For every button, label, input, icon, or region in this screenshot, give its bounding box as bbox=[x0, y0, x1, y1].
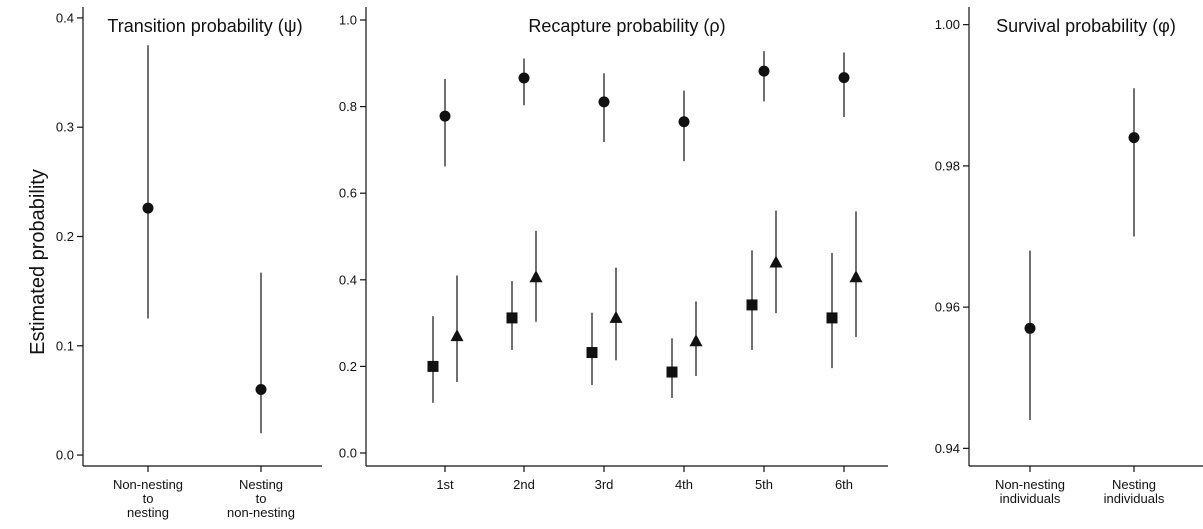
point-circle bbox=[678, 116, 690, 128]
y-tick-label: 0.2 bbox=[339, 359, 357, 374]
point-circle bbox=[255, 384, 267, 395]
y-tick-label: 0.3 bbox=[56, 120, 74, 135]
point-triangle bbox=[689, 334, 703, 347]
point-triangle bbox=[609, 310, 623, 323]
x-tick-label: Non-nesting bbox=[113, 477, 183, 492]
point-triangle bbox=[769, 255, 783, 268]
x-tick-label: Non-nesting bbox=[995, 477, 1065, 492]
y-tick-label: 0.4 bbox=[339, 272, 357, 287]
x-tick-label: Nesting bbox=[1112, 477, 1156, 492]
panel-transition: Transition probability (ψ) 0.0 0.1 0.2 0.3 0… bbox=[56, 7, 322, 520]
point-square bbox=[427, 360, 439, 372]
point-square bbox=[666, 366, 678, 378]
point-circle bbox=[439, 110, 451, 122]
x-tick-label: 6th bbox=[835, 477, 853, 492]
y-tick-label: 0.1 bbox=[56, 338, 74, 353]
x-tick-label: 5th bbox=[755, 477, 773, 492]
y-tick-label: 0.98 bbox=[935, 158, 960, 173]
panel-survival: Survival probability (φ) 0.94 0.96 0.98 1.0… bbox=[935, 7, 1203, 506]
y-tick-label: 0.0 bbox=[56, 448, 74, 463]
point-circle bbox=[598, 96, 610, 108]
panel-title-recapture: Recapture probability (ρ) bbox=[528, 16, 725, 36]
point-triangle bbox=[450, 329, 464, 342]
point-square bbox=[586, 347, 598, 359]
point-circle bbox=[518, 72, 530, 84]
y-tick-label: 0.6 bbox=[339, 186, 357, 201]
panel-title-transition: Transition probability (ψ) bbox=[107, 16, 302, 36]
y-tick-label: 0.4 bbox=[56, 10, 74, 25]
panel-recapture: Recapture probability (ρ) 0.0 0.2 0.4 0.6 0.… bbox=[339, 7, 888, 492]
x-tick-label: 2nd bbox=[513, 477, 535, 492]
x-tick-label: nesting bbox=[127, 505, 169, 520]
point-circle bbox=[1024, 322, 1036, 334]
x-tick-label: individuals bbox=[1104, 491, 1165, 506]
point-circle bbox=[758, 65, 770, 77]
y-tick-label: 1.00 bbox=[935, 17, 960, 32]
x-tick-label: 3rd bbox=[595, 477, 614, 492]
point-square bbox=[506, 312, 518, 324]
x-tick-label: 1st bbox=[436, 477, 454, 492]
y-tick-label: 0.96 bbox=[935, 300, 960, 315]
x-tick-label: 4th bbox=[675, 477, 693, 492]
point-circle bbox=[142, 202, 154, 214]
y-tick-label: 0.8 bbox=[339, 99, 357, 114]
x-tick-label: individuals bbox=[1000, 491, 1061, 506]
y-axis-label: Estimated probability bbox=[27, 169, 49, 355]
x-tick-label: to bbox=[143, 491, 154, 506]
y-tick-label: 0.0 bbox=[339, 446, 357, 461]
y-tick-label: 1.0 bbox=[339, 12, 357, 27]
panel-title-survival: Survival probability (φ) bbox=[996, 16, 1176, 36]
point-triangle bbox=[849, 270, 863, 283]
y-tick-label: 0.2 bbox=[56, 229, 74, 244]
x-tick-label: Nesting bbox=[239, 477, 283, 492]
y-tick-label: 0.94 bbox=[935, 441, 960, 456]
point-triangle bbox=[529, 270, 543, 283]
point-square bbox=[746, 299, 758, 311]
x-tick-label: non-nesting bbox=[227, 505, 295, 520]
point-square bbox=[826, 312, 838, 324]
point-circle bbox=[838, 72, 850, 84]
x-tick-label: to bbox=[256, 491, 267, 506]
point-circle bbox=[1128, 132, 1140, 144]
